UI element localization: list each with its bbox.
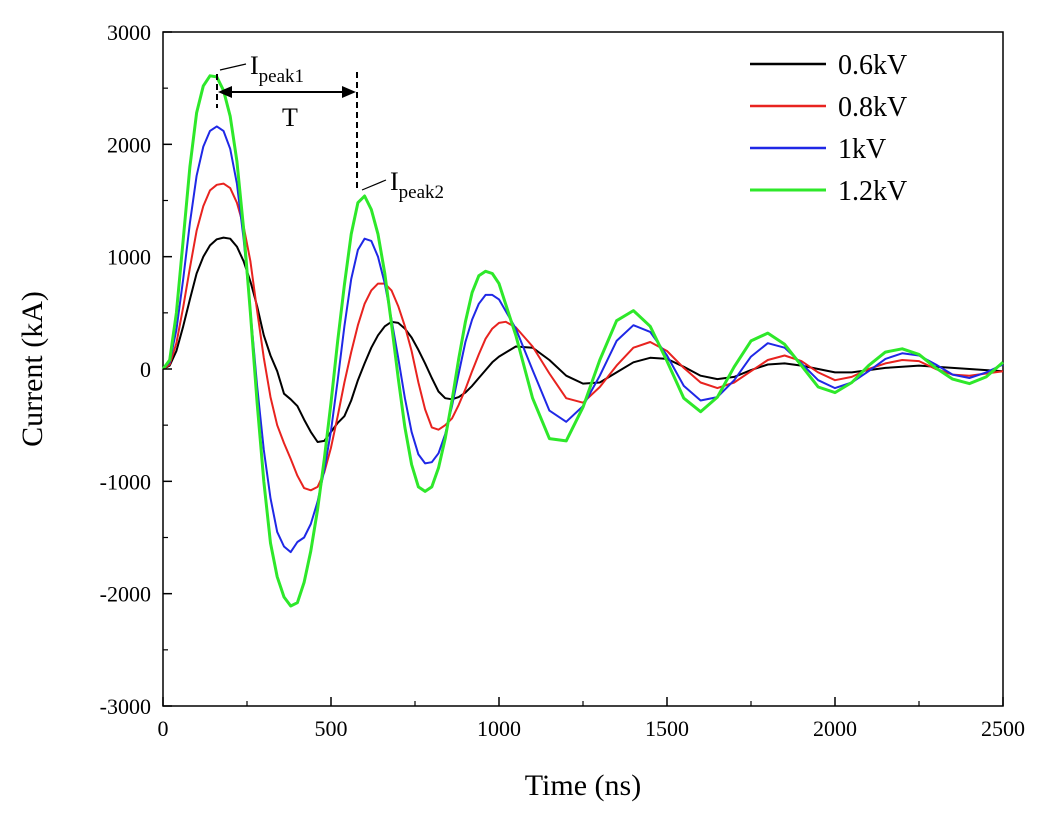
series-line-0.8kV [162, 182, 1004, 492]
series-line-1.2kV [161, 74, 1004, 608]
x-tick-label: 1000 [477, 716, 521, 741]
y-tick-label: 1000 [107, 245, 151, 270]
y-tick-label: -2000 [100, 582, 151, 607]
y-tick-label: 3000 [107, 20, 151, 45]
x-tick-label: 500 [315, 716, 348, 741]
peak2-label-main: I [390, 167, 399, 196]
period-arrow-left-head [218, 86, 232, 98]
peak2-leader-line [361, 179, 387, 191]
y-axis-title: Current (kA) [16, 291, 49, 447]
y-tick-label: 0 [140, 357, 151, 382]
x-axis-title: Time (ns) [525, 769, 641, 802]
legend-label-0.6kV: 0.6kV [838, 50, 907, 81]
x-tick-label: 2000 [813, 716, 857, 741]
peak2-label-sub: peak2 [399, 182, 444, 203]
series-layer [161, 74, 1004, 608]
legend-label-0.8kV: 0.8kV [838, 92, 907, 123]
period-label: T [282, 103, 298, 132]
peak1-leader-line [219, 63, 247, 71]
peak1-label-main: I [250, 51, 259, 80]
peak1-label: Ipeak1 [250, 51, 304, 87]
peak2-label: Ipeak2 [390, 167, 444, 203]
y-tick-label: -1000 [100, 469, 151, 494]
ticks-layer: 0 500 1000 1500 2000 2500 -3000 -2000 -1000 0 1000… [100, 20, 1025, 741]
annotation-layer: Ipeak1 T Ipeak2 [216, 51, 444, 203]
x-tick-label: 1500 [645, 716, 689, 741]
x-tick-label: 2500 [981, 716, 1025, 741]
y-tick-label: -3000 [100, 694, 151, 719]
legend: 0.6kV 0.8kV 1kV 1.2kV [750, 50, 907, 207]
legend-label-1.2kV: 1.2kV [838, 176, 907, 207]
series-line-0.6kV [162, 236, 1004, 443]
period-arrow-right-head [342, 86, 356, 98]
x-tick-label: 0 [158, 716, 169, 741]
legend-label-1kV: 1kV [838, 134, 886, 165]
peak1-label-sub: peak1 [259, 66, 304, 87]
y-tick-label: 2000 [107, 132, 151, 157]
